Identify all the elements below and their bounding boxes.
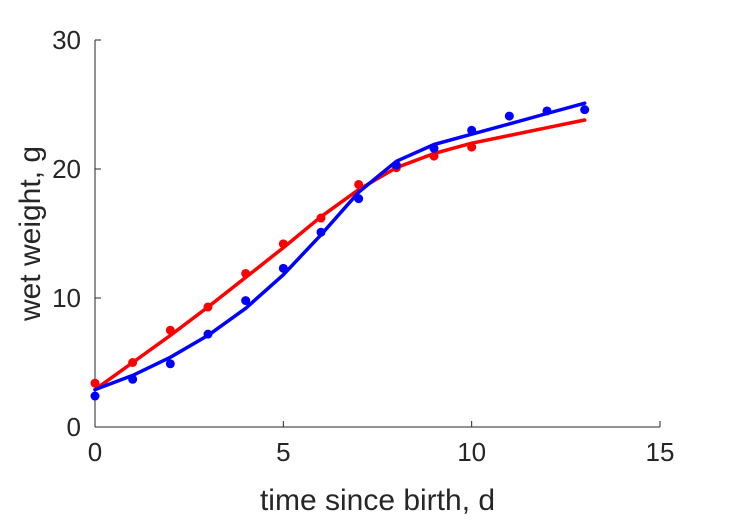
- data-point: [165, 325, 175, 335]
- data-point: [128, 374, 138, 384]
- data-points: [90, 105, 590, 401]
- x-tick-label: 10: [457, 437, 486, 467]
- data-point: [241, 296, 251, 306]
- fit-line-1: [93, 118, 587, 392]
- data-point: [580, 105, 590, 115]
- data-point: [391, 160, 401, 170]
- data-point: [90, 391, 100, 401]
- data-point: [278, 263, 288, 273]
- data-point: [241, 268, 251, 278]
- data-point: [90, 378, 100, 388]
- data-point: [542, 106, 552, 116]
- x-tick-label: 0: [88, 437, 102, 467]
- fit-line-2: [93, 101, 587, 392]
- x-tick-label: 15: [646, 437, 675, 467]
- y-tick-label: 20: [52, 154, 81, 184]
- data-point: [203, 329, 213, 339]
- y-tick-label: 30: [52, 25, 81, 55]
- data-point: [165, 359, 175, 369]
- fit-lines: [93, 101, 587, 392]
- data-point: [467, 125, 477, 135]
- y-axis-label: wet weight, g: [14, 146, 47, 322]
- data-point: [128, 358, 138, 367]
- data-point: [316, 213, 326, 223]
- data-point: [467, 142, 477, 152]
- data-point: [504, 111, 514, 121]
- data-point: [429, 151, 439, 161]
- data-point: [354, 179, 364, 189]
- y-tick-label: 10: [52, 283, 81, 313]
- data-point: [429, 143, 439, 153]
- y-tick-label: 0: [67, 412, 81, 442]
- data-point: [316, 227, 326, 237]
- x-tick-label: 5: [276, 437, 290, 467]
- x-axis-label: time since birth, d: [260, 484, 495, 517]
- data-point: [203, 302, 213, 312]
- data-point: [278, 239, 288, 249]
- axes: 0 5 10 15 0 10 20 30: [52, 25, 674, 467]
- data-point: [354, 194, 364, 204]
